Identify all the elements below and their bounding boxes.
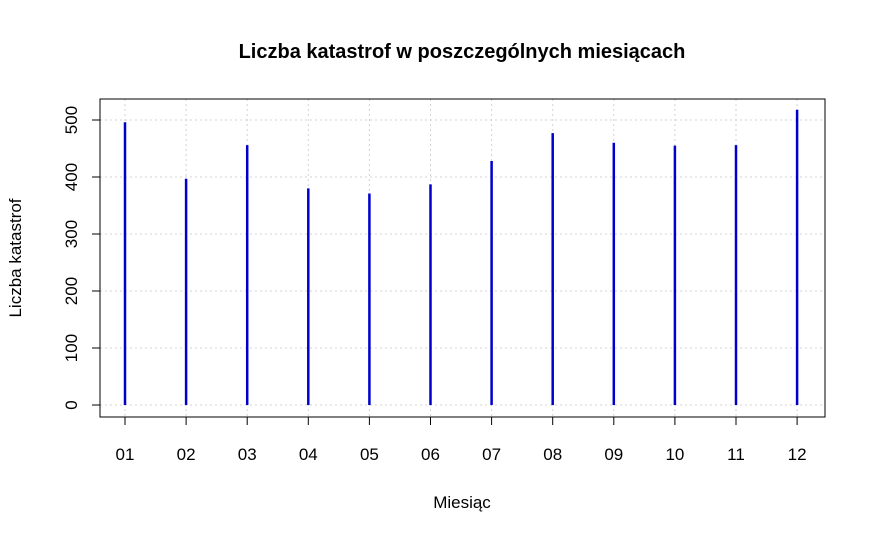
chart-title: Liczba katastrof w poszczególnych miesią… [239,41,686,63]
y-tick-label: 500 [62,106,81,134]
x-tick-label: 09 [604,445,623,464]
x-tick-label: 04 [299,445,318,464]
x-tick-label: 01 [116,445,135,464]
x-tick-label: 07 [482,445,501,464]
x-tick-label: 02 [177,445,196,464]
bars [123,109,799,405]
x-axis: 01 02 03 04 05 06 07 08 09 10 11 12 [116,417,807,464]
x-tick-label: 06 [421,445,440,464]
grid-lines [100,99,825,417]
y-tick-label: 0 [62,400,81,409]
y-tick-label: 300 [62,220,81,248]
x-tick-label: 10 [665,445,684,464]
y-tick-label: 400 [62,163,81,191]
x-tick-label: 05 [360,445,379,464]
plot-frame [99,98,826,418]
x-tick-label: 03 [238,445,257,464]
x-axis-title: Miesiąc [433,493,491,512]
y-tick-label: 100 [62,334,81,362]
y-axis-title: Liczba katastrof [6,198,25,317]
x-tick-label: 08 [543,445,562,464]
x-tick-label: 11 [727,445,745,464]
y-axis: 0 100 200 300 400 500 [62,106,100,410]
y-tick-label: 200 [62,277,81,305]
x-tick-label: 12 [788,445,807,464]
